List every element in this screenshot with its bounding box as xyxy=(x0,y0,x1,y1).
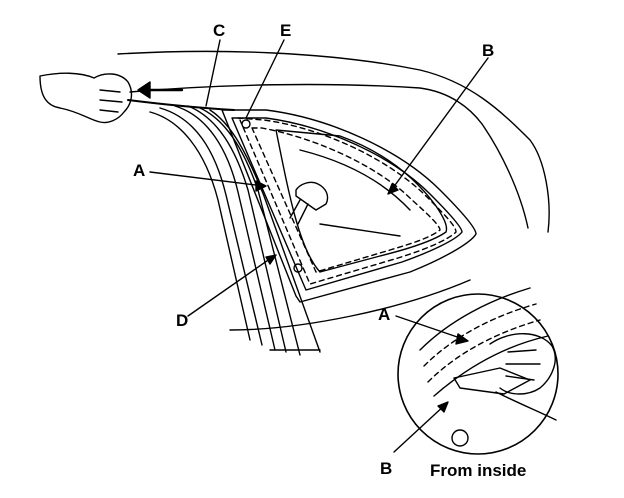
roof-inner-line xyxy=(129,83,483,125)
inset-hand xyxy=(489,333,556,395)
cutting-wire xyxy=(127,99,235,111)
leader-d xyxy=(187,255,275,317)
cutting-tool xyxy=(295,181,329,211)
callout-c: C xyxy=(213,21,226,40)
leader-e xyxy=(245,39,285,119)
cutting-tool-handle xyxy=(289,199,309,225)
pillar-line-3 xyxy=(174,105,276,351)
hand xyxy=(39,72,133,124)
inset-hand-fingers xyxy=(505,349,541,381)
inset-tool xyxy=(453,367,531,395)
glass-highlight xyxy=(299,149,411,211)
hand-fingers xyxy=(99,89,123,113)
window-frame-outer xyxy=(221,109,477,303)
inset-frame-line-1 xyxy=(419,287,531,351)
leader-c xyxy=(205,39,221,107)
pillar-outer xyxy=(149,111,251,341)
leader-b-inset xyxy=(393,403,447,453)
pull-arrow-head xyxy=(137,81,151,99)
inset-frame-line-3 xyxy=(427,319,541,383)
leader-b-top xyxy=(389,57,489,193)
leader-b-top-arrow xyxy=(387,183,399,195)
leader-a-inset xyxy=(395,315,467,341)
roof-line xyxy=(117,50,550,233)
adhesive-dashed-inner xyxy=(251,127,441,273)
panel-line-1 xyxy=(229,279,471,331)
rear-edge xyxy=(481,123,529,229)
leader-d-arrow xyxy=(265,254,277,265)
inset-bolt xyxy=(451,429,469,447)
callout-d: D xyxy=(176,311,189,330)
callout-a-left: A xyxy=(133,161,146,180)
glass-highlight-2 xyxy=(319,223,401,237)
pillar-line-6 xyxy=(209,109,321,353)
leader-b-inset-arrow xyxy=(437,401,449,413)
inset-glass-edge xyxy=(495,391,557,421)
callout-b-inset: B xyxy=(380,459,393,478)
pillar-line-4 xyxy=(187,105,287,353)
inset-frame-line-4 xyxy=(433,335,549,397)
inset-circle xyxy=(397,293,559,455)
leader-a-left xyxy=(149,171,265,187)
inset-frame-line-2 xyxy=(423,303,537,367)
callout-b-top: B xyxy=(482,41,495,60)
adhesive-dashed-outer xyxy=(237,117,457,285)
clip-mark-top xyxy=(241,119,251,129)
window-frame-inner xyxy=(231,117,463,291)
inset-caption: From inside xyxy=(430,461,527,480)
leader-a-inset-arrow xyxy=(455,333,469,345)
leader-a-left-arrow xyxy=(255,180,267,192)
pillar-line-2 xyxy=(159,107,263,346)
callout-e: E xyxy=(280,21,292,40)
clip-mark-bottom xyxy=(293,263,303,273)
callout-a-inset: A xyxy=(378,305,391,324)
glass-outline xyxy=(275,129,448,273)
